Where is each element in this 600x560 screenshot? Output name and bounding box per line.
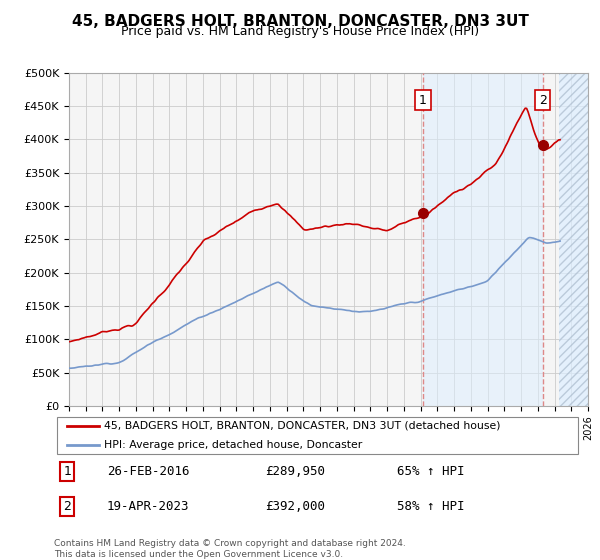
Text: 45, BADGERS HOLT, BRANTON, DONCASTER, DN3 3UT: 45, BADGERS HOLT, BRANTON, DONCASTER, DN… <box>71 14 529 29</box>
Text: 2: 2 <box>63 500 71 514</box>
Text: 1: 1 <box>419 94 427 106</box>
Text: 26-FEB-2016: 26-FEB-2016 <box>107 465 190 478</box>
Text: 45, BADGERS HOLT, BRANTON, DONCASTER, DN3 3UT (detached house): 45, BADGERS HOLT, BRANTON, DONCASTER, DN… <box>104 421 500 431</box>
Text: Price paid vs. HM Land Registry's House Price Index (HPI): Price paid vs. HM Land Registry's House … <box>121 25 479 38</box>
Bar <box>423 73 543 406</box>
Text: 58% ↑ HPI: 58% ↑ HPI <box>397 500 465 514</box>
Bar <box>559 73 588 406</box>
Text: 1: 1 <box>63 465 71 478</box>
Text: Contains HM Land Registry data © Crown copyright and database right 2024.
This d: Contains HM Land Registry data © Crown c… <box>54 539 406 559</box>
Text: £289,950: £289,950 <box>265 465 325 478</box>
Text: HPI: Average price, detached house, Doncaster: HPI: Average price, detached house, Donc… <box>104 440 362 450</box>
Text: 65% ↑ HPI: 65% ↑ HPI <box>397 465 465 478</box>
Text: 2: 2 <box>539 94 547 106</box>
Text: £392,000: £392,000 <box>265 500 325 514</box>
Text: 19-APR-2023: 19-APR-2023 <box>107 500 190 514</box>
FancyBboxPatch shape <box>56 417 578 454</box>
